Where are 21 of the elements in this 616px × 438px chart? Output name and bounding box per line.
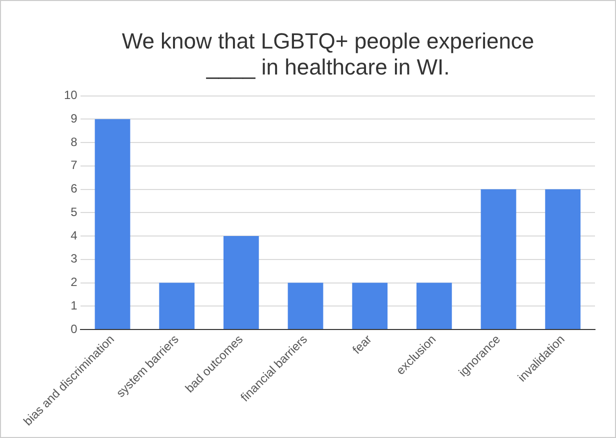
bar — [416, 282, 452, 330]
bar — [352, 282, 388, 330]
chart-title: We know that LGBTQ+ people experience ____ in healthcare in WI. — [122, 28, 534, 80]
y-tick-label: 1 — [70, 298, 78, 312]
bar — [223, 236, 259, 330]
x-tick-label: fear — [350, 332, 374, 357]
bar — [94, 119, 130, 330]
y-tick-label: 10 — [64, 88, 78, 102]
y-tick-label: 5 — [70, 204, 78, 219]
y-tick-label: 2 — [70, 275, 78, 290]
y-tick-label: 4 — [70, 228, 78, 242]
y-tick-label: 7 — [70, 158, 78, 172]
y-tick-label: 0 — [70, 322, 78, 336]
y-tick-label: 3 — [70, 252, 78, 266]
bar — [480, 189, 516, 330]
bar — [288, 282, 324, 330]
bar — [159, 282, 195, 330]
y-tick-label: 9 — [70, 111, 78, 126]
y-tick-label: 6 — [70, 182, 78, 196]
y-tick-label: 8 — [70, 134, 78, 149]
bar — [545, 189, 581, 330]
